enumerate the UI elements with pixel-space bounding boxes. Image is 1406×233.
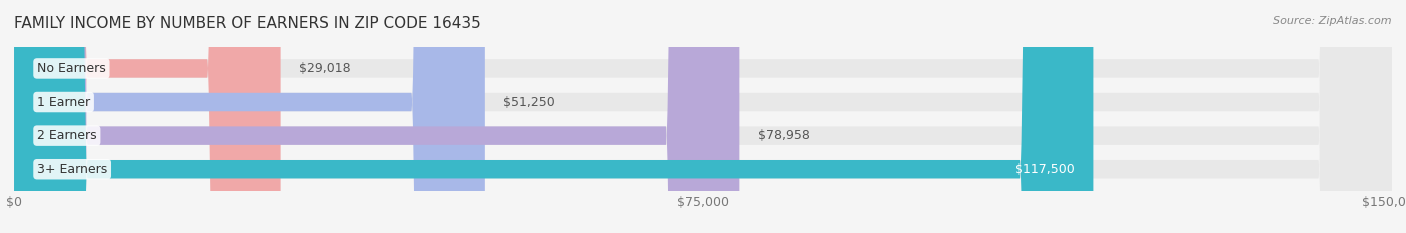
FancyBboxPatch shape bbox=[14, 0, 485, 233]
Text: $51,250: $51,250 bbox=[503, 96, 555, 109]
Text: $78,958: $78,958 bbox=[758, 129, 810, 142]
FancyBboxPatch shape bbox=[14, 0, 1392, 233]
Text: 2 Earners: 2 Earners bbox=[37, 129, 97, 142]
FancyBboxPatch shape bbox=[14, 0, 1392, 233]
Text: 3+ Earners: 3+ Earners bbox=[37, 163, 107, 176]
Text: $117,500: $117,500 bbox=[1015, 163, 1076, 176]
FancyBboxPatch shape bbox=[14, 0, 281, 233]
Text: 1 Earner: 1 Earner bbox=[37, 96, 90, 109]
Text: FAMILY INCOME BY NUMBER OF EARNERS IN ZIP CODE 16435: FAMILY INCOME BY NUMBER OF EARNERS IN ZI… bbox=[14, 16, 481, 31]
FancyBboxPatch shape bbox=[14, 0, 1392, 233]
FancyBboxPatch shape bbox=[14, 0, 740, 233]
FancyBboxPatch shape bbox=[14, 0, 1094, 233]
Text: $29,018: $29,018 bbox=[299, 62, 350, 75]
Text: Source: ZipAtlas.com: Source: ZipAtlas.com bbox=[1274, 16, 1392, 26]
Text: No Earners: No Earners bbox=[37, 62, 105, 75]
FancyBboxPatch shape bbox=[14, 0, 1392, 233]
